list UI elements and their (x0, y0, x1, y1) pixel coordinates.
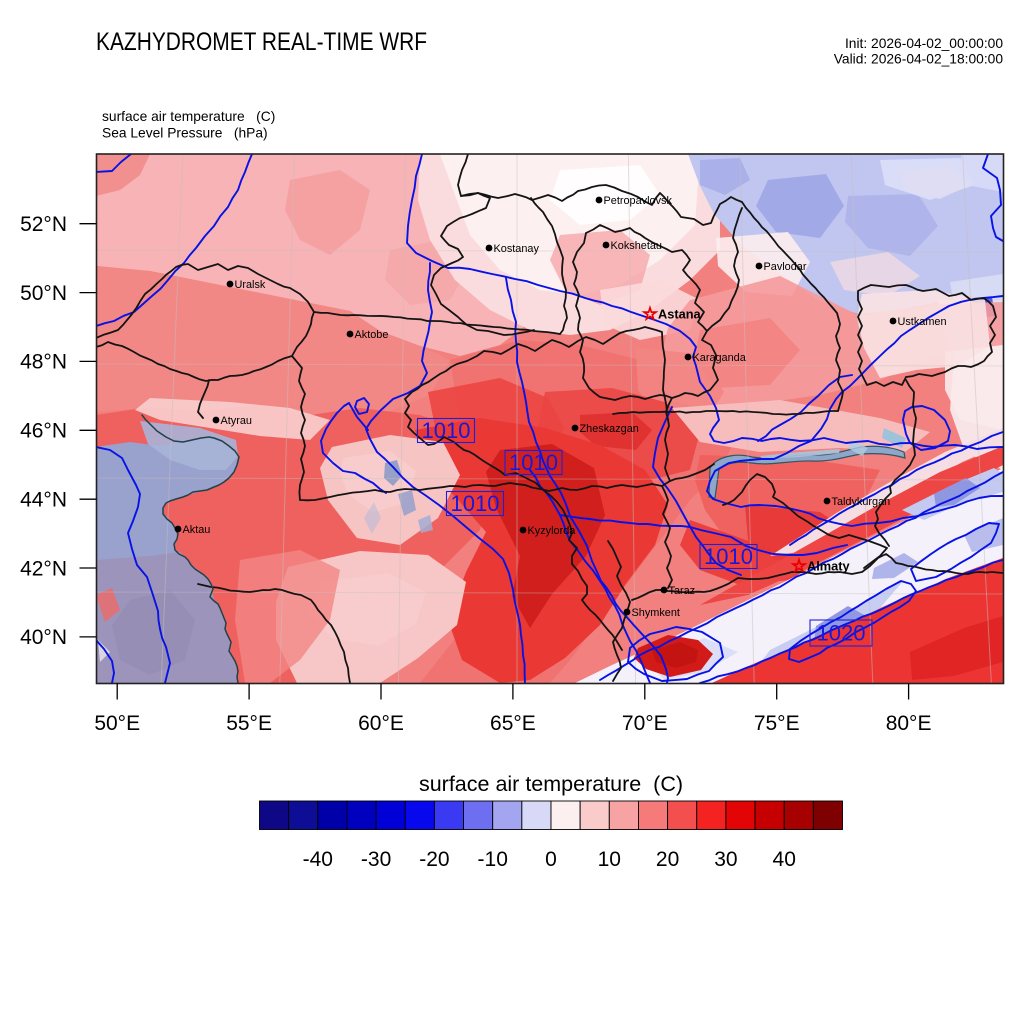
svg-text:65°E: 65°E (490, 712, 536, 735)
svg-text:Astana: Astana (658, 307, 702, 322)
svg-text:Ustkamen: Ustkamen (898, 316, 947, 328)
svg-text:-30: -30 (361, 848, 391, 871)
svg-text:Taldykurgan: Taldykurgan (832, 496, 891, 508)
svg-text:-10: -10 (478, 848, 508, 871)
svg-text:Uralsk: Uralsk (235, 279, 266, 291)
svg-text:46°N: 46°N (20, 420, 67, 443)
svg-text:1010: 1010 (509, 450, 558, 475)
svg-text:10: 10 (598, 848, 621, 871)
svg-text:1020: 1020 (817, 620, 866, 645)
svg-text:Init: 2026-04-02_00:00:00: Init: 2026-04-02_00:00:00 (845, 36, 1003, 51)
svg-text:55°E: 55°E (226, 712, 272, 735)
svg-text:Taraz: Taraz (669, 585, 696, 597)
svg-text:Shymkent: Shymkent (632, 607, 680, 619)
svg-text:1010: 1010 (704, 544, 753, 569)
svg-text:Almaty: Almaty (807, 559, 851, 574)
svg-text:surface air temperature (C): surface air temperature (C) (102, 109, 275, 124)
svg-text:50°N: 50°N (20, 282, 67, 305)
svg-text:Sea Level Pressure (hPa): Sea Level Pressure (hPa) (102, 126, 268, 141)
svg-text:Petropavlovsk: Petropavlovsk (604, 195, 673, 207)
svg-text:0: 0 (545, 848, 557, 871)
svg-text:48°N: 48°N (20, 351, 67, 374)
svg-text:Pavlodar: Pavlodar (764, 261, 807, 273)
svg-text:Kostanay: Kostanay (494, 243, 540, 255)
svg-text:1010: 1010 (422, 418, 471, 443)
svg-text:surface air temperature (C): surface air temperature (C) (419, 772, 683, 796)
svg-text:75°E: 75°E (754, 712, 800, 735)
svg-text:Aktau: Aktau (183, 524, 211, 536)
svg-text:50°E: 50°E (94, 712, 140, 735)
svg-text:40: 40 (773, 848, 796, 871)
svg-text:-20: -20 (419, 848, 449, 871)
svg-text:40°N: 40°N (20, 626, 67, 649)
svg-text:Zheskazgan: Zheskazgan (580, 423, 639, 435)
svg-text:Valid: 2026-04-02_18:00:00: Valid: 2026-04-02_18:00:00 (834, 52, 1004, 67)
svg-text:Kyzylorda: Kyzylorda (528, 525, 577, 537)
svg-text:44°N: 44°N (20, 489, 67, 512)
svg-text:20: 20 (656, 848, 679, 871)
svg-text:42°N: 42°N (20, 557, 67, 580)
svg-text:70°E: 70°E (622, 712, 668, 735)
svg-text:Atyrau: Atyrau (221, 415, 252, 427)
svg-text:-40: -40 (303, 848, 333, 871)
svg-text:KAZHYDROMET REAL-TIME WRF: KAZHYDROMET REAL-TIME WRF (96, 28, 427, 56)
svg-text:60°E: 60°E (358, 712, 404, 735)
svg-text:80°E: 80°E (886, 712, 932, 735)
svg-text:1010: 1010 (451, 491, 500, 516)
svg-text:Aktobe: Aktobe (355, 329, 389, 341)
svg-text:52°N: 52°N (20, 213, 67, 236)
svg-text:Kokshetau: Kokshetau (611, 240, 662, 252)
svg-text:30: 30 (714, 848, 737, 871)
svg-text:Karaganda: Karaganda (693, 352, 747, 364)
